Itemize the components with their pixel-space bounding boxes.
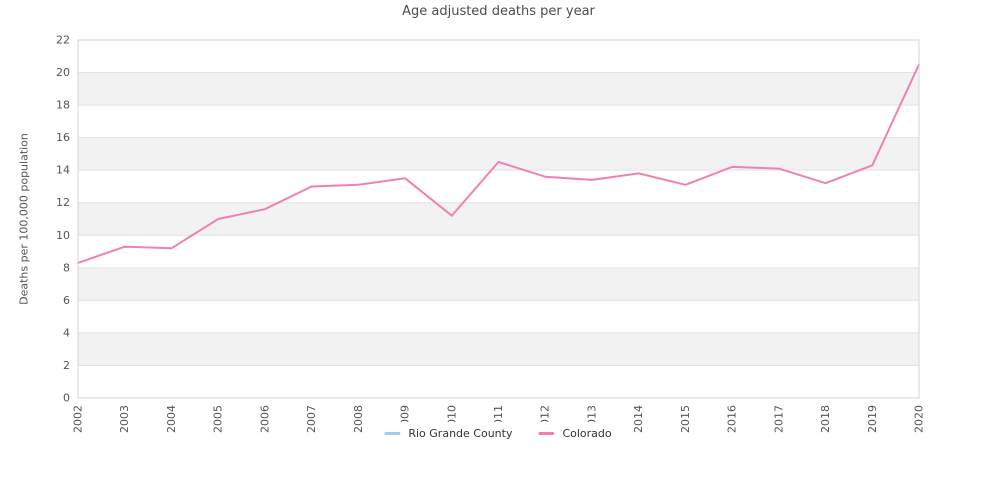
x-tick-label: 2017: [772, 405, 785, 433]
x-tick-label: 2020: [913, 405, 926, 433]
x-tick-label: 2003: [118, 405, 131, 433]
gridlines: [78, 72, 919, 366]
legend-marker-colorado: [538, 432, 555, 435]
y-tick-label: 6: [63, 294, 70, 307]
legend: Rio Grande County Colorado: [372, 422, 624, 445]
y-tick-labels: 0 2 4 6 8 10 12 14 16 18 20 22: [56, 34, 70, 405]
series-lines: [77, 63, 920, 264]
y-tick-label: 12: [56, 196, 70, 209]
y-tick-label: 16: [56, 131, 70, 144]
legend-label-colorado: Colorado: [562, 427, 612, 440]
x-tick-label: 2007: [305, 405, 318, 433]
legend-marker-rio-grande-county: [384, 432, 401, 435]
y-tick-label: 20: [56, 66, 70, 79]
x-tick-label: 2014: [632, 405, 645, 433]
plot-band: [78, 202, 919, 236]
plot-band: [78, 267, 919, 301]
series-line-colorado[interactable]: [77, 63, 920, 264]
x-tick-label: 2005: [212, 405, 225, 433]
y-axis-title: Deaths per 100,000 population: [18, 133, 31, 305]
plot-border: [77, 39, 920, 399]
y-tick-label: 0: [63, 392, 70, 405]
legend-item-rio-grande-county[interactable]: Rio Grande County: [384, 427, 512, 440]
plot-band: [78, 72, 919, 106]
legend-item-colorado[interactable]: Colorado: [538, 427, 612, 440]
x-tick-label: 2015: [679, 405, 692, 433]
x-tick-label: 2002: [72, 405, 85, 433]
x-tick-label: 2016: [726, 405, 739, 433]
x-tick-label: 2019: [866, 405, 879, 433]
x-tick-label: 2008: [352, 405, 365, 433]
plot-bands: [78, 72, 919, 366]
y-tick-label: 8: [63, 261, 70, 274]
y-tick-label: 10: [56, 229, 70, 242]
y-tick-label: 22: [56, 34, 70, 47]
legend-label-rio-grande-county: Rio Grande County: [408, 427, 513, 440]
plot-band: [78, 332, 919, 366]
x-tick-label: 2018: [819, 405, 832, 433]
plot-band: [78, 137, 919, 171]
x-tick-label: 2006: [258, 405, 271, 433]
y-tick-label: 18: [56, 99, 70, 112]
chart-title: Age adjusted deaths per year: [402, 4, 595, 19]
y-tick-label: 14: [56, 164, 70, 177]
x-tick-label: 2004: [165, 405, 178, 433]
y-tick-label: 4: [63, 326, 70, 339]
y-tick-label: 2: [63, 359, 70, 372]
